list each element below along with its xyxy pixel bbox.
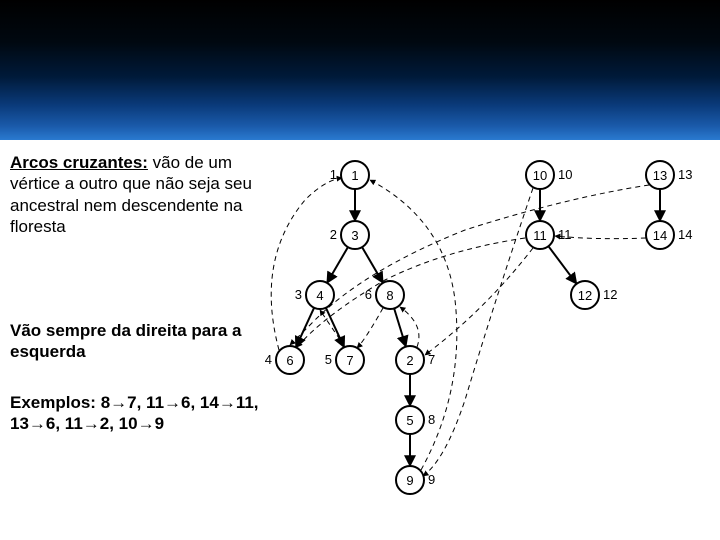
node-outer-label: 4 (265, 352, 272, 367)
node-inner-label: 1 (351, 168, 358, 183)
tree-edge (327, 247, 348, 283)
node-inner-label: 5 (406, 413, 413, 428)
node-outer-label: 8 (428, 412, 435, 427)
slide: Arcos cruzantes: vão de um vértice a out… (0, 0, 720, 540)
cross-edge (423, 188, 533, 476)
node-inner-label: 6 (286, 353, 293, 368)
cross-edge (357, 308, 383, 348)
node-outer-label: 11 (558, 227, 572, 242)
node-outer-label: 14 (678, 227, 692, 242)
node-inner-label: 2 (406, 353, 413, 368)
node-outer-label: 2 (330, 227, 337, 242)
node-inner-label: 14 (653, 228, 667, 243)
node-inner-label: 7 (346, 353, 353, 368)
node-inner-label: 12 (578, 288, 592, 303)
node-outer-label: 6 (365, 287, 372, 302)
node-outer-label: 5 (325, 352, 332, 367)
node-inner-label: 8 (386, 288, 393, 303)
graph-diagram: 11324386647527589910101111121213131414 (265, 140, 720, 510)
node-outer-label: 7 (428, 352, 435, 367)
tree-edge (362, 247, 383, 283)
cross-edge (290, 185, 649, 345)
node-inner-label: 9 (406, 473, 413, 488)
node-outer-label: 10 (558, 167, 572, 182)
node-inner-label: 11 (533, 228, 547, 243)
examples-text: Exemplos: 8→7, 11→6, 14→11, 13→6, 11→2, … (10, 392, 265, 435)
node-inner-label: 13 (653, 168, 667, 183)
node-outer-label: 12 (603, 287, 617, 302)
node-inner-label: 3 (351, 228, 358, 243)
examples-lead: Exemplos: (10, 393, 101, 412)
tree-edge (548, 246, 576, 284)
node-inner-label: 4 (316, 288, 323, 303)
node-outer-label: 3 (295, 287, 302, 302)
direction-text: Vão sempre da direita para a esquerda (10, 320, 265, 363)
node-outer-label: 13 (678, 167, 692, 182)
definition-text: Arcos cruzantes: vão de um vértice a out… (10, 152, 265, 237)
definition-lead: Arcos cruzantes: (10, 153, 148, 172)
tree-edge (326, 308, 344, 348)
tree-edge (296, 308, 314, 348)
tree-edge (394, 308, 406, 346)
node-outer-label: 1 (330, 167, 337, 182)
node-outer-label: 9 (428, 472, 435, 487)
cross-edge (400, 307, 419, 347)
node-inner-label: 10 (533, 168, 547, 183)
title-gradient-bar (0, 0, 720, 140)
cross-edge (425, 248, 533, 355)
